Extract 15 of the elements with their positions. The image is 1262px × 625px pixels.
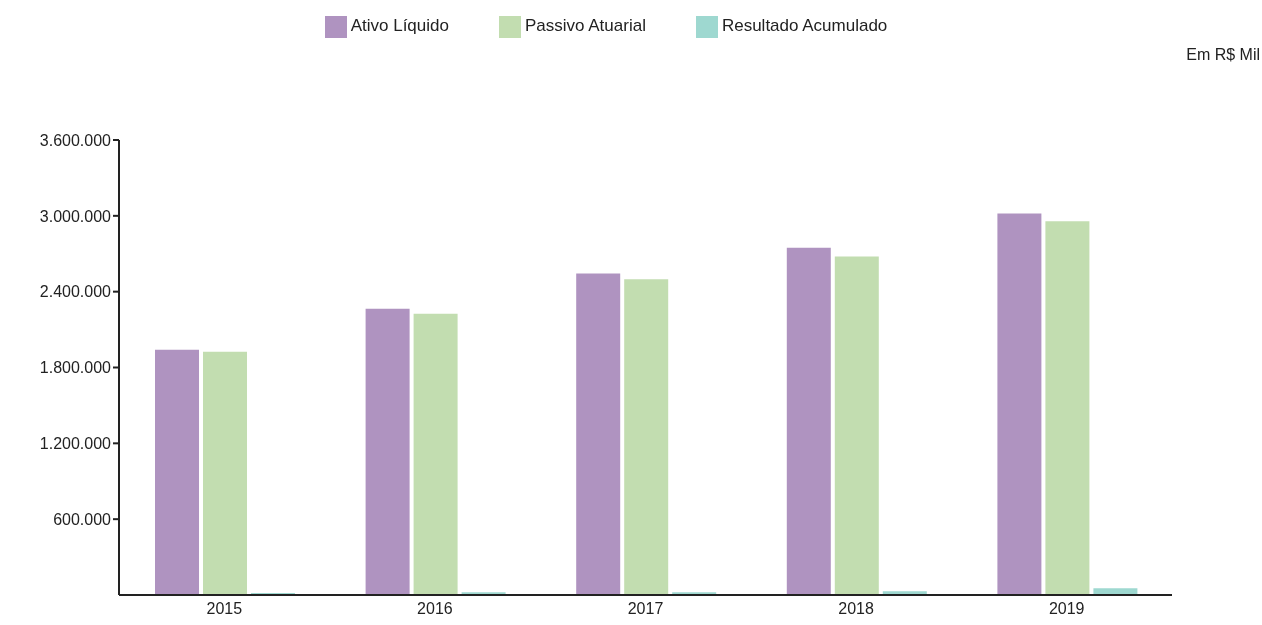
legend-label: Resultado Acumulado (721, 16, 888, 36)
x-tick-label: 2016 (417, 600, 453, 618)
legend-label: Passivo Atuarial (524, 16, 646, 36)
text: Em R$ Mil (1186, 46, 1260, 64)
y-tick-label: 1.800.000 (39, 359, 112, 377)
x-tick-label: 2019 (1048, 600, 1085, 618)
x-tick-label: 2018 (838, 600, 874, 618)
y-tick-label: 1.200.000 (39, 435, 112, 453)
x-tick-label: 2017 (627, 600, 664, 618)
legend-label: Ativo Líquido (350, 16, 449, 36)
x-tick-label: 2015 (206, 600, 243, 618)
y-tick-label: 3.000.000 (39, 207, 112, 225)
y-tick-label: 3.600.000 (39, 131, 112, 149)
y-tick-label: 600.000 (53, 510, 112, 528)
y-tick-label: 2.400.000 (39, 283, 112, 301)
